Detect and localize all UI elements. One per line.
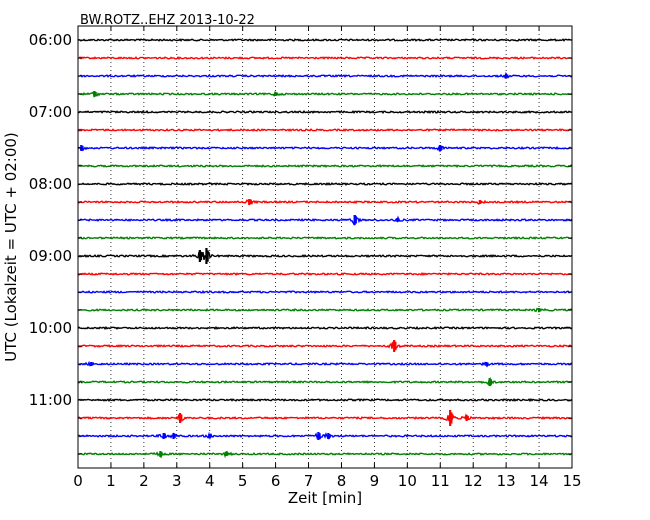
trace-waveform <box>77 431 573 441</box>
trace-0915 <box>77 272 573 276</box>
plot-frame <box>77 25 573 469</box>
trace-waveform <box>77 38 573 42</box>
trace-1045 <box>77 376 573 387</box>
trace-waveform <box>77 397 573 403</box>
trace-1000 <box>77 325 573 331</box>
trace-waveform <box>77 214 573 226</box>
trace-waveform <box>77 110 573 115</box>
x-tick-label: 1 <box>106 472 116 490</box>
x-tick-label: 7 <box>304 472 314 490</box>
trace-0715 <box>77 128 573 132</box>
y-axis-label: UTC (Lokalzeit = UTC + 02:00) <box>2 132 20 362</box>
trace-waveform <box>77 144 572 153</box>
chart-title: BW.ROTZ..EHZ 2013-10-22 <box>80 13 255 28</box>
x-tick-label: 10 <box>398 472 417 490</box>
y-tick-label: 06:00 <box>29 31 72 49</box>
trace-1100 <box>77 397 573 403</box>
trace-waveform <box>77 72 573 80</box>
x-tick-label: 0 <box>73 472 83 490</box>
trace-1145 <box>77 450 573 459</box>
x-tick-label: 15 <box>562 472 581 490</box>
trace-waveform <box>77 376 573 387</box>
trace-waveform <box>77 307 573 313</box>
trace-0730 <box>77 144 572 153</box>
x-tick-label: 8 <box>337 472 347 490</box>
trace-waveform <box>77 289 573 294</box>
trace-waveform <box>77 411 573 422</box>
seismic-traces <box>77 38 573 459</box>
trace-waveform <box>77 236 573 240</box>
x-axis-ticks: 0 1 2 3 4 5 6 7 8 9 10 11 12 13 14 15 <box>73 26 582 490</box>
y-tick-label: 10:00 <box>29 319 72 337</box>
grid <box>110 26 540 468</box>
trace-0845 <box>77 236 573 240</box>
trace-0615 <box>77 55 573 60</box>
trace-0830 <box>77 214 573 226</box>
x-tick-label: 12 <box>464 472 483 490</box>
trace-waveform <box>77 272 573 276</box>
y-axis-ticks: 06:00 07:00 08:00 09:00 10:00 11:00 <box>29 31 572 455</box>
trace-0745 <box>77 164 573 168</box>
y-tick-label: 09:00 <box>29 247 72 265</box>
y-tick-label: 11:00 <box>29 391 72 409</box>
trace-1030 <box>77 360 573 368</box>
trace-waveform <box>77 199 573 206</box>
trace-0700 <box>77 110 573 115</box>
trace-0930 <box>77 289 573 294</box>
trace-1015 <box>77 340 573 352</box>
trace-waveform <box>77 182 573 186</box>
trace-0600 <box>77 38 573 42</box>
trace-waveform <box>77 450 573 459</box>
trace-waveform <box>77 325 573 331</box>
x-tick-label: 11 <box>431 472 450 490</box>
trace-waveform <box>77 360 573 368</box>
trace-1130 <box>77 431 573 441</box>
x-tick-label: 5 <box>238 472 248 490</box>
x-axis-label: Zeit [min] <box>288 489 362 507</box>
trace-waveform <box>77 128 573 132</box>
x-tick-label: 13 <box>497 472 516 490</box>
trace-0900 <box>77 248 573 264</box>
x-tick-label: 14 <box>530 472 549 490</box>
trace-waveform <box>77 90 573 99</box>
trace-waveform <box>77 55 573 60</box>
x-tick-label: 3 <box>172 472 182 490</box>
x-tick-label: 9 <box>370 472 380 490</box>
trace-waveform <box>77 251 573 262</box>
x-tick-label: 2 <box>139 472 149 490</box>
x-tick-label: 6 <box>271 472 281 490</box>
y-tick-label: 07:00 <box>29 103 72 121</box>
trace-0945 <box>77 307 573 313</box>
trace-0800 <box>77 182 573 186</box>
trace-1115 <box>77 410 573 426</box>
trace-0630 <box>77 72 573 80</box>
x-tick-label: 4 <box>205 472 215 490</box>
trace-waveform <box>77 341 573 350</box>
trace-0645 <box>77 90 573 99</box>
trace-waveform <box>77 164 573 168</box>
trace-0815 <box>77 199 573 206</box>
y-tick-label: 08:00 <box>29 175 72 193</box>
